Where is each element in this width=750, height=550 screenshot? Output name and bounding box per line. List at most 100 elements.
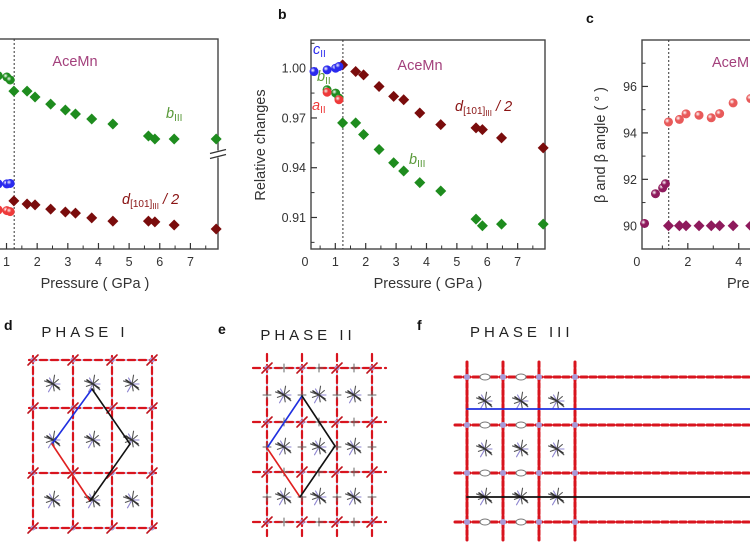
chart-b-annotation-b-III: bIII — [409, 152, 425, 170]
chart-a-point-b-iii — [45, 98, 57, 110]
structure-e-molecule — [277, 390, 291, 400]
structure-e-node-ligand — [261, 466, 273, 478]
chart-c-point-beta-iii — [674, 114, 684, 124]
structure-d-molecule — [87, 383, 94, 393]
structure-f-molecule — [513, 448, 522, 452]
structure-e-molecule — [283, 385, 287, 396]
structure-d-molecule — [131, 434, 138, 441]
structure-e-molecule — [283, 446, 286, 455]
structure-d-molecule — [52, 374, 56, 385]
chart-a-point-d-iii — [45, 203, 57, 215]
structure-f-metal-node — [500, 519, 506, 525]
structure-f-molecule — [478, 396, 492, 406]
chart-a-point-c-ii — [5, 178, 15, 188]
structure-d-molecule — [86, 495, 100, 505]
chart-b-xlabel: Pressure ( GPa ) — [374, 276, 483, 292]
structure-e-molecule — [283, 394, 286, 403]
structure-d-molecule — [131, 374, 135, 385]
structure-f-molecule — [551, 448, 558, 458]
structure-e-molecule — [277, 492, 291, 502]
chart-a-point-c-ii — [0, 179, 3, 189]
chart-c-angles: 024690929496 — [623, 39, 750, 269]
structure-f-cation — [479, 373, 491, 381]
structure-f-molecule — [520, 400, 523, 409]
structure-f-metal-node — [536, 470, 542, 476]
chart-b-point-b-iii — [470, 213, 482, 225]
chart-c-y-tick-label: 92 — [623, 173, 637, 187]
structure-d-molecule — [92, 378, 99, 385]
structure-d-molecule — [92, 434, 99, 441]
structure-f-metal-node — [536, 422, 542, 428]
chart-a-annotation-b-III: bIII — [166, 106, 182, 124]
chart-c-frame — [641, 39, 750, 250]
chart-a-xlabel: Pressure ( GPa ) — [41, 276, 150, 292]
chart-c-point-beta-iii — [746, 94, 750, 103]
panel-label-d: d — [4, 317, 13, 333]
structure-e-molecule — [353, 394, 356, 403]
structure-d-molecule — [87, 499, 94, 509]
structure-e-node-ligand — [261, 416, 273, 428]
structure-f-cation — [479, 469, 491, 477]
structure-d-molecule — [45, 499, 54, 503]
structure-f-metal-node — [572, 374, 578, 380]
chart-c-point-angle-iii — [727, 220, 739, 232]
structure-e-molecule — [311, 446, 320, 450]
structure-d-molecule — [92, 374, 96, 385]
structure-e-node-ligand — [366, 516, 378, 528]
structure-f-molecule — [550, 396, 564, 406]
chart-b-point-b-iii — [435, 185, 447, 197]
structure-e-molecule — [313, 496, 320, 506]
structure-f-metal-node — [464, 470, 470, 476]
structure-e-molecule — [353, 441, 360, 448]
panel-label-e: e — [218, 321, 226, 337]
structure-f-molecule — [556, 395, 563, 402]
structure-f-molecule — [520, 395, 527, 402]
chart-a-point-a-ii — [5, 207, 15, 217]
structure-e-molecule — [283, 437, 287, 448]
structure-d-node-ligand — [27, 467, 39, 479]
structure-d-molecule — [131, 430, 135, 441]
structure-e-molecule — [353, 389, 360, 396]
structure-f-metal-node — [572, 519, 578, 525]
structure-d-molecule — [52, 430, 56, 441]
structure-f-molecule — [551, 400, 558, 410]
chart-a-frame — [0, 38, 219, 250]
chart-a-axis-break-gap — [214, 150, 222, 158]
structure-f-molecule — [514, 444, 528, 454]
structure-f-molecule — [556, 439, 560, 450]
structure-e-molecule — [278, 446, 285, 456]
chart-a-lengths: 1 2 3 4 5 6 7 — [0, 38, 227, 269]
structure-f-molecule — [484, 391, 488, 402]
chart-a-x-tick-label: 1 — [3, 255, 10, 269]
panel-label-f: f — [417, 317, 422, 333]
structure-e-node-ligand — [296, 416, 308, 428]
structure-e-molecule — [277, 442, 291, 452]
structure-e-cell-black — [299, 445, 336, 498]
chart-a-x-tick-label: 5 — [126, 255, 133, 269]
structure-e-molecule — [353, 446, 356, 455]
structure-f-molecule — [520, 443, 527, 450]
chart-a-x-tick-label: 3 — [64, 255, 71, 269]
structure-d-cell-black — [89, 443, 131, 502]
structure-f-cation — [515, 373, 527, 381]
chart-b-point-d-iii — [398, 94, 410, 106]
chart-b-x-tick-label: 6 — [484, 255, 491, 269]
structure-f-cation — [479, 518, 491, 526]
chart-b-x-tick-label: 4 — [423, 255, 430, 269]
chart-a-point-b-iii — [29, 91, 41, 103]
chart-a-axis-break-mark — [209, 153, 227, 160]
chart-b-point-b-iii — [496, 218, 508, 230]
structure-e-molecule — [312, 492, 326, 502]
structure-d-molecule — [92, 439, 95, 448]
structure-e-molecule — [318, 385, 322, 396]
structure-f-molecule — [484, 487, 488, 498]
structure-f-molecule — [484, 439, 488, 450]
structure-e-molecule — [318, 437, 322, 448]
chart-c-point-beta-iii — [694, 110, 704, 120]
structure-d-molecule — [46, 495, 60, 505]
chart-a-point-b-ii — [5, 75, 15, 85]
structure-d-molecule — [131, 439, 134, 448]
structure-f-metal-node — [464, 422, 470, 428]
structure-e-molecule — [283, 389, 290, 396]
chart-b-point-a-ii — [322, 87, 332, 97]
